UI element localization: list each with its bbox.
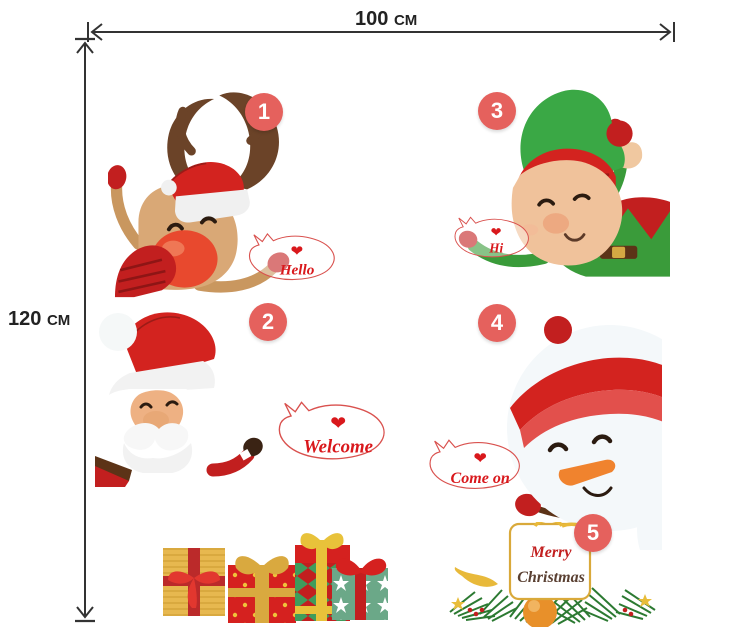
svg-text:Merry: Merry	[530, 544, 573, 561]
svg-text:Christmas: Christmas	[517, 569, 585, 586]
